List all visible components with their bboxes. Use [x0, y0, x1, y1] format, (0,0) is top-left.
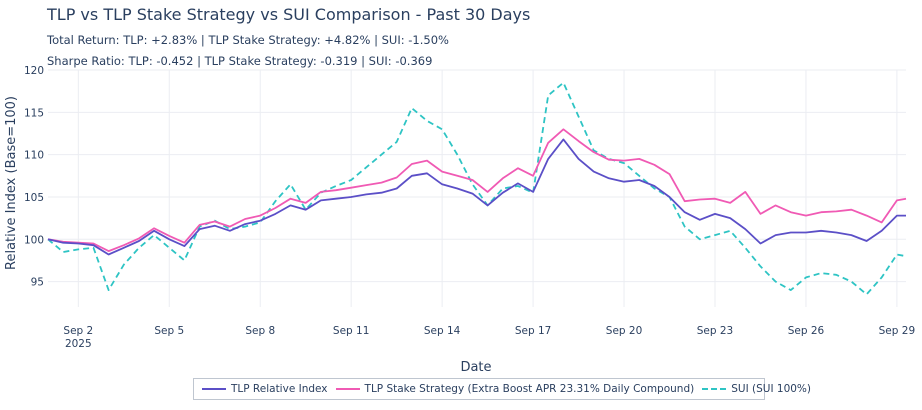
- total-return-subtitle: Total Return: TLP: +2.83% | TLP Stake St…: [47, 33, 449, 47]
- y-tick-label: 95: [31, 277, 44, 289]
- x-tick-label: Sep 17: [515, 325, 552, 337]
- y-tick-label: 100: [24, 234, 44, 246]
- sharpe-ratio-subtitle: Sharpe Ratio: TLP: -0.452 | TLP Stake St…: [47, 54, 433, 68]
- chart-legend[interactable]: TLP Relative Index TLP Stake Strategy (Ex…: [193, 378, 811, 400]
- series-lines[interactable]: [47, 81, 907, 296]
- y-tick-label: 110: [24, 150, 44, 162]
- x-tick-label: Sep 11: [333, 325, 370, 337]
- legend-item-1[interactable]: TLP Stake Strategy (Extra Boost APR 23.3…: [335, 383, 695, 395]
- series-line-1[interactable]: [47, 128, 907, 253]
- x-tick-label: Sep 23: [697, 325, 734, 337]
- legend-swatch: [335, 388, 360, 390]
- x-tick-label: Sep 8: [245, 325, 275, 337]
- y-axis-title: Relative Index (Base=100): [4, 96, 19, 270]
- legend-item-2[interactable]: SUI (SUI 100%): [702, 383, 811, 395]
- legend-swatch: [702, 388, 727, 390]
- legend-label: TLP Stake Strategy (Extra Boost APR 23.3…: [364, 383, 695, 395]
- x-tick-label: Sep 2: [63, 325, 93, 337]
- chart-title: TLP vs TLP Stake Strategy vs SUI Compari…: [47, 5, 531, 24]
- y-tick-label: 120: [24, 65, 44, 77]
- legend-label: SUI (SUI 100%): [731, 383, 811, 395]
- x-tick-label: Sep 5: [154, 325, 184, 337]
- x-axis-title: Date: [460, 360, 491, 375]
- series-line-0[interactable]: [47, 138, 906, 256]
- x-tick-label: Sep 29: [879, 325, 916, 337]
- legend-swatch: [202, 388, 226, 390]
- y-tick-label: 105: [24, 192, 44, 204]
- x-tick-label: Sep 20: [606, 325, 643, 337]
- gridlines: [48, 69, 906, 307]
- x-tick-year-label: 2025: [65, 338, 92, 350]
- y-tick-label: 115: [24, 107, 44, 119]
- series-line-2[interactable]: [47, 81, 907, 296]
- x-tick-label: Sep 14: [424, 325, 461, 337]
- x-tick-label: Sep 26: [788, 325, 825, 337]
- legend-item-0[interactable]: TLP Relative Index: [202, 383, 328, 395]
- y-axis-ticks: 95 100 105 110 115 120: [24, 65, 44, 289]
- legend-label: TLP Relative Index: [231, 383, 328, 395]
